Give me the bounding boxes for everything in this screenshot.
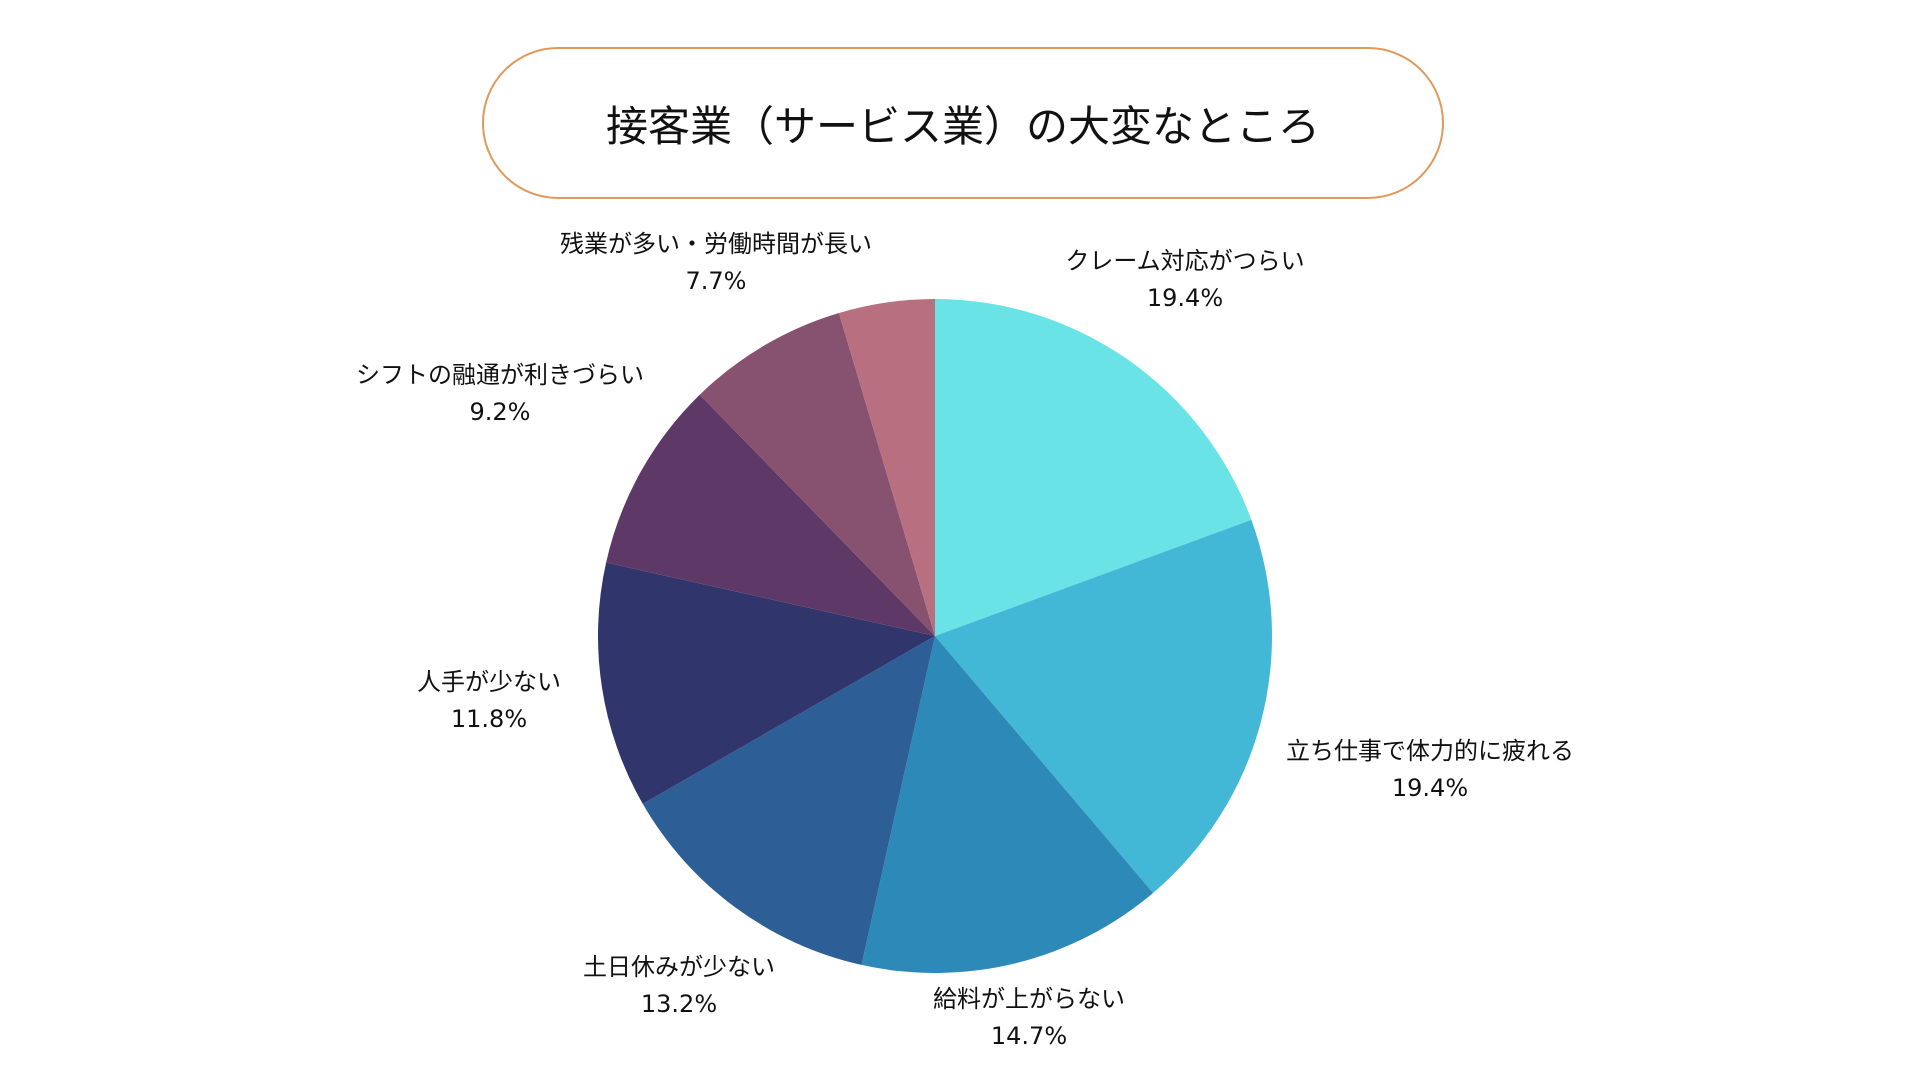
slice-label: シフトの融通が利きづらい 9.2%	[356, 357, 644, 431]
chart-title: 接客業（サービス業）の大変なところ	[605, 101, 1320, 151]
slice-label-text: 残業が多い・労働時間が長い	[560, 230, 872, 258]
slice-label-text: クレーム対応がつらい	[1065, 247, 1305, 275]
slice-value-label: 9.2%	[469, 398, 531, 426]
pie-slice	[606, 394, 935, 636]
slice-value-label: 19.4%	[1146, 284, 1224, 312]
pie-slice	[597, 562, 935, 804]
pie-slice	[935, 519, 1272, 893]
pie-slice	[838, 299, 935, 636]
slice-label-text: 給料が上がらない	[933, 985, 1125, 1013]
pie-slice	[861, 636, 1154, 973]
pie-slice	[699, 312, 935, 636]
slice-label: 人手が少ない 11.8%	[417, 664, 561, 738]
slice-label: 立ち仕事で体力的に疲れる 19.4%	[1286, 733, 1574, 807]
pie-slice	[642, 636, 935, 965]
slice-label: 土日休みが少ない 13.2%	[583, 949, 775, 1023]
slice-value-label: 19.4%	[1391, 774, 1469, 802]
slice-label-text: 立ち仕事で体力的に疲れる	[1286, 737, 1574, 765]
slice-value-label: 11.8%	[450, 705, 528, 733]
slice-value-label: 7.7%	[685, 267, 747, 295]
slice-label-text: シフトの融通が利きづらい	[356, 361, 644, 389]
pie-slice	[935, 299, 1252, 636]
slice-label: 残業が多い・労働時間が長い 7.7%	[560, 226, 872, 300]
slice-label: 給料が上がらない 14.7%	[933, 981, 1125, 1055]
slice-value-label: 13.2%	[640, 990, 718, 1018]
slice-value-label: 14.7%	[990, 1022, 1068, 1050]
slice-label-text: 土日休みが少ない	[583, 953, 775, 981]
slice-label-text: 人手が少ない	[417, 668, 561, 696]
slice-label: クレーム対応がつらい 19.4%	[1065, 243, 1304, 317]
chart-title-box: 接客業（サービス業）の大変なところ	[482, 47, 1444, 199]
